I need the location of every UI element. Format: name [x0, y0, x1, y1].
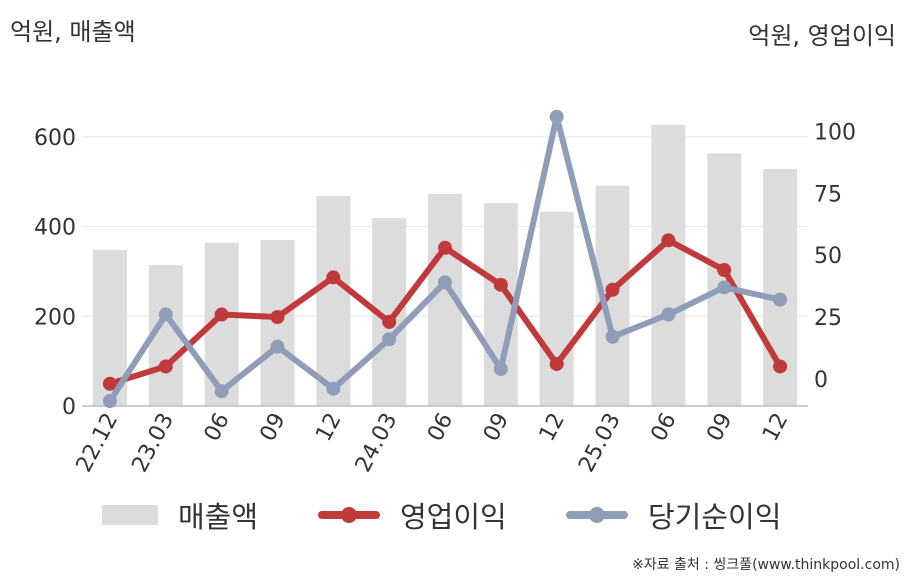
operating-profit-point	[717, 263, 732, 278]
right-tick-label: 25	[814, 306, 842, 331]
operating-profit-point	[493, 277, 508, 292]
x-tick-label: 09	[479, 409, 514, 445]
right-axis-unit-label: 억원, 영업이익	[748, 22, 896, 50]
operating-profit-point	[605, 282, 620, 297]
left-tick-label: 0	[62, 395, 76, 420]
x-tick-label: 06	[646, 409, 681, 445]
net-income-point	[438, 275, 452, 290]
net-income-point	[549, 109, 564, 124]
left-tick-label: 400	[34, 216, 76, 241]
net-income-point	[661, 307, 676, 322]
operating-profit-point	[382, 314, 397, 329]
x-tick-label: 25.03	[574, 409, 626, 476]
net-income-point	[382, 332, 397, 347]
operating-profit-point	[158, 359, 173, 374]
net-income-point	[605, 329, 620, 344]
net-income-point	[158, 307, 173, 322]
legend-label-operating-profit: 영업이익	[400, 500, 507, 534]
x-tick-label: 12	[535, 409, 570, 445]
net-income-point	[102, 394, 117, 409]
x-tick-label: 12	[758, 409, 793, 445]
legend-label-net-income: 당기순이익	[648, 500, 782, 534]
revenue-swatch	[102, 505, 158, 525]
legend-item-net-income: 당기순이익	[566, 494, 781, 536]
x-tick-label: 24.03	[351, 409, 403, 476]
net-income-series	[102, 109, 788, 409]
source-credit: ※자료 출처 : 씽크풀(www.thinkpool.com)	[632, 557, 900, 573]
x-tick-label: 12	[311, 409, 346, 445]
net-income-point	[717, 280, 732, 295]
operating-profit-point	[773, 359, 788, 374]
net-income-point	[214, 384, 229, 399]
legend-item-operating-profit: 영업이익	[318, 494, 507, 536]
right-tick-label: 0	[814, 368, 828, 393]
x-tick-label: 09	[702, 409, 737, 445]
x-axis-ticks: 22.12 23.03 06 09 12 24.03 06 09 12 25.03 06 09 12	[72, 409, 794, 476]
left-axis-unit-label: 억원, 매출액	[10, 18, 136, 46]
x-tick-label: 23.03	[127, 409, 179, 476]
net-income-point	[326, 381, 341, 396]
right-axis-ticks: 0 25 50 75 100	[814, 121, 856, 393]
net-income-point	[773, 292, 788, 307]
operating-profit-swatch	[318, 505, 380, 525]
operating-profit-point	[214, 307, 229, 322]
right-tick-label: 50	[814, 244, 842, 269]
left-tick-label: 200	[34, 305, 76, 330]
left-axis-ticks: 0 200 400 600	[34, 126, 76, 420]
operating-profit-point	[326, 270, 341, 285]
revenue-bar	[316, 196, 351, 406]
net-income-point	[493, 361, 508, 376]
net-income-point	[270, 339, 285, 354]
revenue-bar	[707, 153, 742, 406]
operating-profit-point	[438, 240, 452, 255]
revenue-bar	[539, 211, 574, 406]
operating-profit-point	[270, 309, 285, 324]
left-tick-label: 600	[34, 126, 76, 151]
operating-profit-point	[102, 376, 117, 391]
legend-item-revenue: 매출액	[102, 494, 258, 536]
x-tick-label: 22.12	[72, 409, 124, 476]
operating-profit-point	[661, 233, 676, 248]
operating-profit-series	[102, 233, 788, 391]
legend-label-revenue: 매출액	[178, 500, 259, 534]
x-tick-label: 06	[200, 409, 235, 445]
net-income-swatch	[566, 505, 628, 525]
revenue-bar	[651, 124, 686, 406]
x-tick-label: 09	[256, 409, 291, 445]
operating-profit-point	[549, 356, 564, 371]
right-tick-label: 100	[814, 121, 856, 146]
x-tick-label: 06	[423, 409, 458, 445]
right-tick-label: 75	[814, 182, 842, 207]
